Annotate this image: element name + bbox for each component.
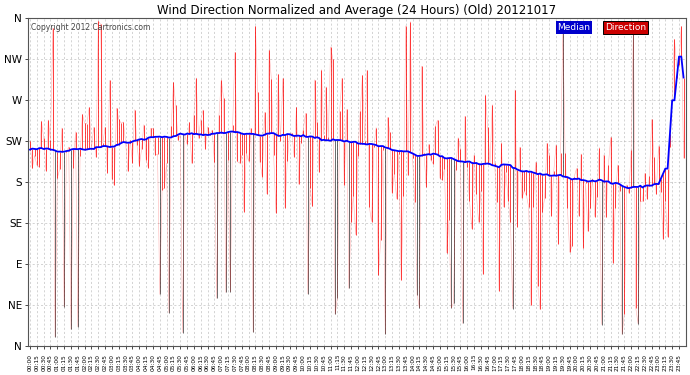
Title: Wind Direction Normalized and Average (24 Hours) (Old) 20121017: Wind Direction Normalized and Average (2… [157, 4, 556, 17]
Text: Copyright 2012 Cartronics.com: Copyright 2012 Cartronics.com [31, 23, 150, 32]
Text: Direction: Direction [605, 23, 646, 32]
Text: Median: Median [558, 23, 591, 32]
